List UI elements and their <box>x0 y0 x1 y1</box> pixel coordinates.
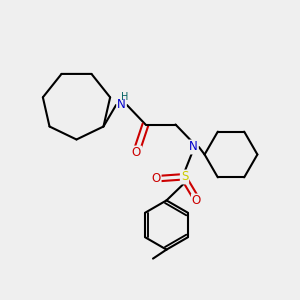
Text: O: O <box>132 146 141 160</box>
Text: O: O <box>152 172 160 185</box>
Text: N: N <box>189 140 198 154</box>
Text: H: H <box>122 92 129 102</box>
Text: O: O <box>192 194 201 208</box>
Text: S: S <box>181 170 188 184</box>
Text: N: N <box>117 98 126 112</box>
